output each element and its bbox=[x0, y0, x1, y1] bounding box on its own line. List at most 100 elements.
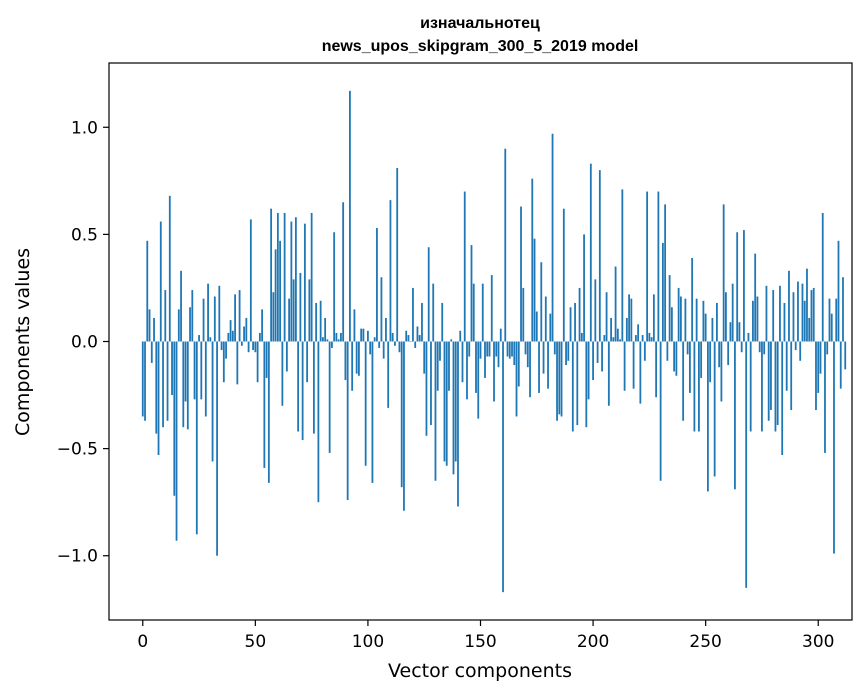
bar-51 bbox=[256, 341, 259, 383]
bar-231 bbox=[661, 242, 664, 342]
bar-208 bbox=[610, 317, 612, 342]
bar-160 bbox=[502, 341, 504, 593]
bar-291 bbox=[797, 281, 799, 342]
x-tick-label-0: 0 bbox=[137, 632, 148, 652]
bar-147 bbox=[472, 283, 475, 342]
bar-117 bbox=[405, 330, 408, 342]
bar-73 bbox=[306, 341, 309, 383]
bar-86 bbox=[335, 332, 338, 342]
y-tick-label-4: 1.0 bbox=[71, 118, 98, 138]
bar-232 bbox=[664, 204, 667, 342]
bar-153 bbox=[486, 341, 489, 357]
bar-236 bbox=[673, 341, 676, 372]
bar-74 bbox=[308, 279, 311, 342]
bar-60 bbox=[276, 212, 279, 342]
bar-200 bbox=[592, 341, 594, 381]
bar-121 bbox=[414, 341, 417, 348]
bar-85 bbox=[333, 232, 336, 342]
bar-293 bbox=[801, 283, 804, 342]
bar-247 bbox=[698, 341, 700, 432]
bar-53 bbox=[261, 309, 263, 342]
bar-174 bbox=[533, 238, 536, 342]
y-tick-label-2: 0.0 bbox=[71, 333, 98, 353]
bar-41 bbox=[234, 294, 236, 342]
bar-148 bbox=[475, 341, 477, 393]
bar-49 bbox=[252, 341, 254, 351]
bar-263 bbox=[734, 341, 736, 490]
bar-48 bbox=[249, 219, 252, 342]
bar-56 bbox=[267, 341, 270, 483]
bar-26 bbox=[200, 341, 203, 400]
bar-118 bbox=[407, 335, 410, 342]
bar-28 bbox=[204, 341, 207, 417]
bar-300 bbox=[817, 341, 820, 393]
bar-145 bbox=[468, 341, 471, 357]
bar-198 bbox=[587, 341, 590, 400]
bar-81 bbox=[324, 317, 327, 342]
bar-215 bbox=[625, 317, 628, 342]
bar-115 bbox=[400, 341, 403, 488]
bar-195 bbox=[580, 332, 583, 342]
bar-50 bbox=[254, 341, 257, 353]
bar-93 bbox=[351, 341, 354, 391]
bar-79 bbox=[319, 300, 322, 342]
bar-183 bbox=[553, 341, 556, 355]
bar-239 bbox=[679, 296, 682, 342]
bar-243 bbox=[688, 341, 691, 393]
bar-152 bbox=[484, 341, 486, 378]
bar-290 bbox=[794, 341, 797, 351]
bar-128 bbox=[430, 341, 432, 426]
bar-234 bbox=[668, 275, 671, 342]
bar-230 bbox=[659, 341, 662, 481]
bar-105 bbox=[378, 341, 381, 348]
bar-303 bbox=[824, 341, 826, 453]
bar-166 bbox=[515, 341, 518, 417]
bar-94 bbox=[353, 309, 356, 342]
bar-264 bbox=[736, 232, 739, 342]
bar-107 bbox=[382, 341, 385, 359]
bar-205 bbox=[603, 335, 606, 342]
x-tick-label-3: 150 bbox=[464, 632, 496, 652]
bar-212 bbox=[619, 339, 621, 342]
bar-277 bbox=[765, 285, 768, 342]
bar-10 bbox=[164, 290, 167, 342]
bar-285 bbox=[783, 302, 786, 342]
bar-204 bbox=[601, 341, 603, 372]
bar-104 bbox=[376, 227, 378, 342]
bar-15 bbox=[175, 341, 178, 541]
bar-169 bbox=[522, 287, 525, 342]
bar-142 bbox=[461, 341, 464, 383]
bar-223 bbox=[643, 341, 646, 361]
bar-164 bbox=[511, 341, 513, 357]
bar-89 bbox=[342, 202, 345, 342]
bar-156 bbox=[493, 341, 495, 402]
bar-177 bbox=[540, 262, 543, 342]
bar-167 bbox=[517, 341, 520, 387]
bar-88 bbox=[340, 332, 342, 342]
bar-67 bbox=[292, 279, 295, 342]
bar-82 bbox=[326, 339, 329, 342]
bar-255 bbox=[716, 302, 718, 342]
bar-72 bbox=[303, 223, 306, 342]
x-tick-label-1: 50 bbox=[245, 632, 267, 652]
bar-283 bbox=[779, 285, 781, 342]
bar-202 bbox=[596, 341, 599, 363]
bar-235 bbox=[670, 307, 673, 342]
bar-102 bbox=[371, 341, 374, 483]
bar-8 bbox=[159, 221, 162, 342]
bar-187 bbox=[562, 208, 565, 342]
bar-0 bbox=[141, 341, 144, 417]
bar-209 bbox=[612, 337, 615, 342]
bar-103 bbox=[373, 337, 376, 342]
bar-184 bbox=[556, 341, 558, 421]
bar-282 bbox=[776, 341, 779, 426]
bar-310 bbox=[839, 341, 842, 389]
bar-182 bbox=[551, 133, 554, 342]
bar-237 bbox=[675, 341, 678, 376]
bar-214 bbox=[623, 341, 626, 391]
bars-group bbox=[141, 90, 847, 593]
bar-267 bbox=[743, 230, 745, 342]
bar-6 bbox=[155, 341, 158, 434]
bar-113 bbox=[396, 167, 399, 342]
bar-17 bbox=[180, 270, 182, 342]
